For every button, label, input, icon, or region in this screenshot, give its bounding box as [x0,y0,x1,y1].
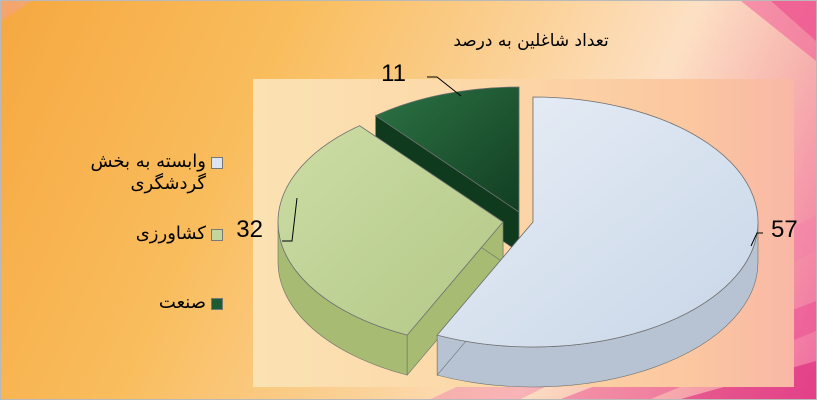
leader-line-tourism [750,232,763,247]
legend-swatch-industry [211,298,223,310]
data-label-agriculture: 32 [236,216,263,243]
legend-item-tourism: وابسته به بخش گردشگری [56,151,223,195]
leader-line-agriculture [282,197,298,242]
legend-label-tourism: وابسته به بخش گردشگری [90,151,206,194]
legend-swatch-tourism [211,157,223,169]
pie-slice-tourism [436,96,759,388]
legend-label-industry: صنعت [158,292,206,313]
leader-line-industry [427,76,462,97]
pie-slice-agriculture [277,125,504,376]
pie-top-industry [374,86,520,213]
data-label-industry: 11 [381,60,406,87]
legend-item-industry: صنعت [56,292,223,314]
data-label-tourism: 57 [771,216,798,243]
chart-title: تعداد شاغلین به درصد [453,31,609,51]
pie-top-agriculture [277,125,504,336]
legend-label-agriculture: کشاورزی [135,223,206,244]
pie-top-tourism [436,96,759,348]
legend-item-agriculture: کشاورزی [56,223,223,245]
legend-swatch-agriculture [211,229,223,241]
